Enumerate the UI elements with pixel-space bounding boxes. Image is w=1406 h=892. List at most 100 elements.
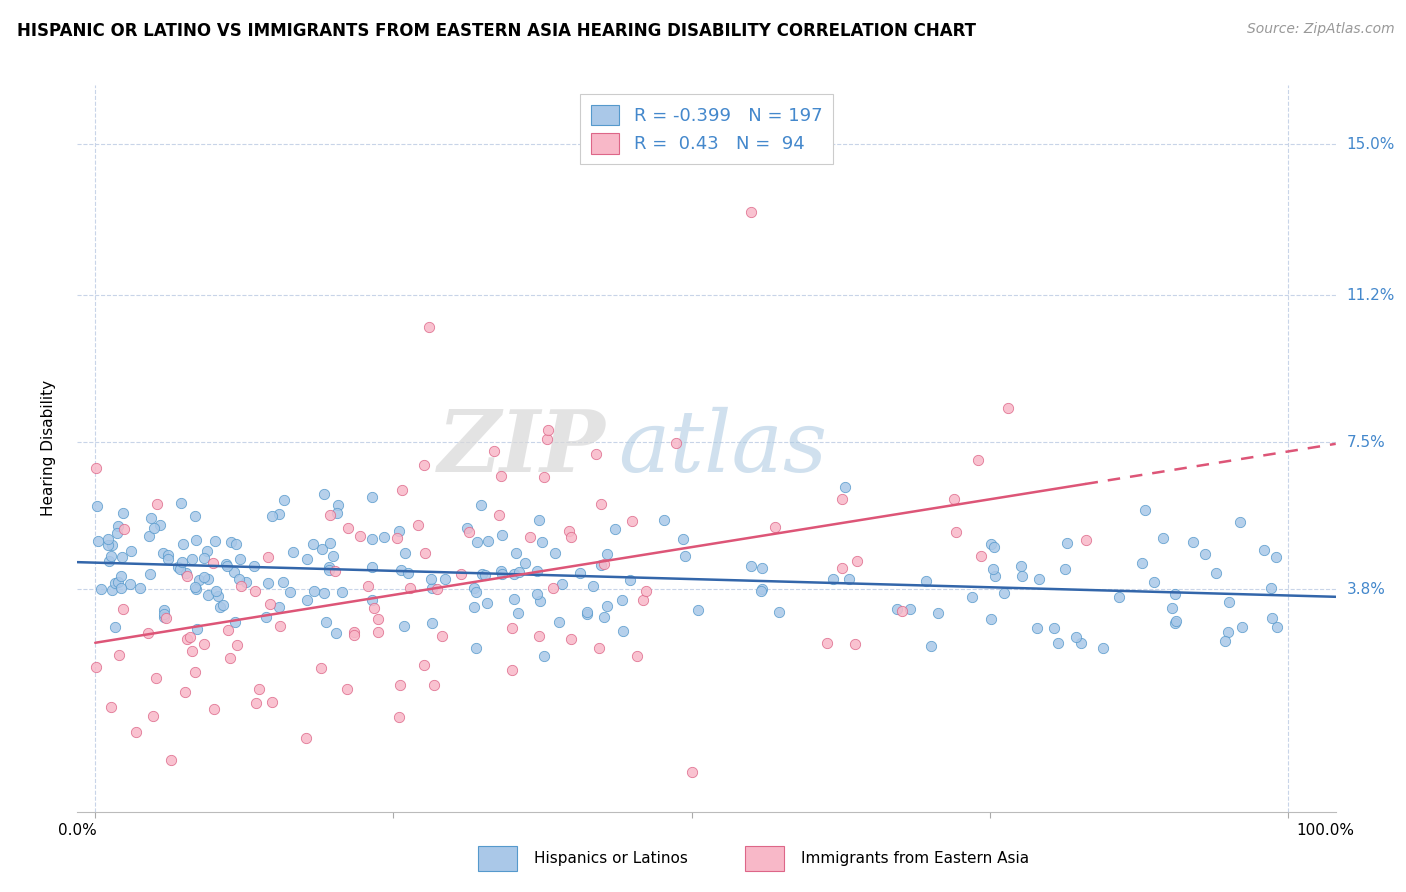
- Point: [145, 671, 167, 685]
- Point: [815, 636, 838, 650]
- Point: [392, 618, 415, 632]
- Point: [388, 709, 411, 723]
- Point: [228, 573, 250, 587]
- Point: [318, 563, 340, 577]
- Point: [278, 585, 301, 599]
- Point: [226, 638, 249, 652]
- Point: [360, 592, 382, 607]
- Point: [834, 480, 856, 494]
- Point: [560, 632, 582, 646]
- Point: [323, 564, 346, 578]
- Point: [1070, 636, 1092, 650]
- Point: [605, 522, 627, 536]
- Text: atlas: atlas: [619, 407, 828, 490]
- Point: [501, 621, 523, 635]
- Point: [568, 566, 591, 581]
- Point: [751, 582, 773, 596]
- Point: [943, 491, 966, 506]
- Point: [259, 597, 281, 611]
- Point: [588, 641, 610, 656]
- Point: [112, 523, 135, 537]
- Point: [470, 498, 492, 512]
- Point: [281, 544, 304, 558]
- Point: [156, 548, 179, 562]
- Point: [1108, 590, 1130, 604]
- Point: [576, 606, 599, 620]
- Point: [197, 588, 219, 602]
- Text: Immigrants from Eastern Asia: Immigrants from Eastern Asia: [801, 851, 1029, 866]
- Point: [146, 497, 169, 511]
- Point: [502, 566, 524, 581]
- FancyBboxPatch shape: [745, 847, 785, 871]
- Point: [1011, 569, 1033, 583]
- Point: [593, 610, 616, 624]
- Point: [343, 628, 366, 642]
- Point: [533, 469, 555, 483]
- Point: [846, 554, 869, 568]
- Point: [201, 556, 224, 570]
- Point: [592, 557, 614, 571]
- Point: [225, 536, 247, 550]
- Point: [1074, 533, 1097, 548]
- Point: [984, 569, 1007, 583]
- Point: [186, 582, 208, 596]
- Point: [325, 626, 347, 640]
- Point: [138, 626, 160, 640]
- Point: [665, 435, 688, 450]
- Point: [626, 649, 648, 664]
- Point: [169, 562, 191, 576]
- Point: [336, 521, 359, 535]
- Point: [1230, 620, 1253, 634]
- Point: [1026, 621, 1049, 635]
- Point: [184, 580, 207, 594]
- Point: [533, 649, 555, 664]
- Point: [128, 581, 150, 595]
- Point: [195, 543, 218, 558]
- Point: [110, 582, 132, 596]
- Point: [155, 610, 177, 624]
- Point: [672, 532, 695, 546]
- Point: [167, 560, 190, 574]
- Point: [260, 509, 283, 524]
- Point: [1028, 572, 1050, 586]
- Point: [1056, 536, 1078, 550]
- Point: [336, 681, 359, 696]
- Point: [1218, 624, 1240, 639]
- Point: [224, 565, 246, 579]
- Text: 100.0%: 100.0%: [1296, 823, 1354, 838]
- Point: [527, 513, 550, 527]
- Point: [508, 565, 530, 579]
- Point: [235, 575, 257, 590]
- Point: [273, 493, 295, 508]
- Point: [740, 558, 762, 573]
- Point: [328, 498, 350, 512]
- Point: [170, 555, 193, 569]
- Text: Source: ZipAtlas.com: Source: ZipAtlas.com: [1247, 22, 1395, 37]
- Point: [821, 572, 844, 586]
- Point: [1265, 550, 1288, 565]
- Point: [204, 534, 226, 549]
- Point: [297, 593, 319, 607]
- Point: [681, 764, 703, 779]
- Point: [527, 629, 550, 643]
- Point: [388, 524, 411, 538]
- Y-axis label: Hearing Disability: Hearing Disability: [42, 380, 56, 516]
- Point: [1133, 503, 1156, 517]
- Point: [980, 611, 1002, 625]
- Point: [831, 492, 853, 507]
- Point: [160, 753, 183, 767]
- Text: HISPANIC OR LATINO VS IMMIGRANTS FROM EASTERN ASIA HEARING DISABILITY CORRELATIO: HISPANIC OR LATINO VS IMMIGRANTS FROM EA…: [17, 22, 976, 40]
- Point: [179, 630, 201, 644]
- Point: [560, 530, 582, 544]
- Point: [173, 685, 195, 699]
- Point: [84, 660, 107, 674]
- Point: [107, 519, 129, 533]
- Point: [170, 495, 193, 509]
- Point: [432, 629, 454, 643]
- Point: [763, 520, 786, 534]
- Point: [1205, 566, 1227, 581]
- Point: [997, 401, 1019, 415]
- Point: [219, 534, 242, 549]
- Point: [980, 537, 1002, 551]
- Point: [993, 585, 1015, 599]
